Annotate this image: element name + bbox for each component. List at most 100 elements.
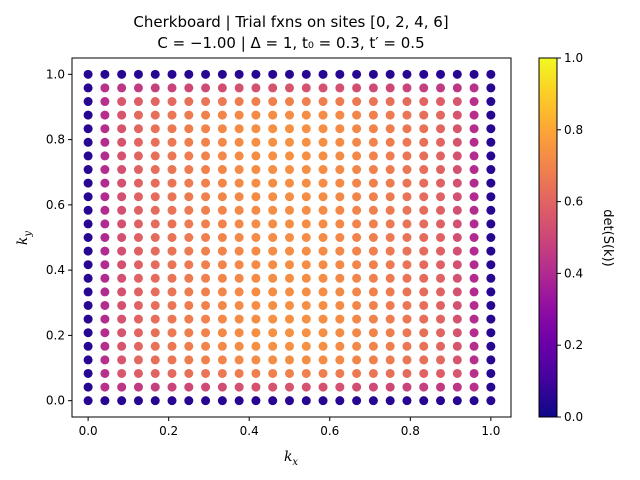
data-point (419, 368, 429, 378)
data-point (318, 260, 328, 270)
data-point (335, 83, 345, 93)
data-point (268, 219, 278, 229)
data-point (100, 382, 110, 392)
data-point (83, 124, 93, 134)
data-point (284, 368, 294, 378)
data-point (436, 205, 446, 215)
data-point (268, 97, 278, 107)
data-point (385, 300, 395, 310)
data-point (368, 287, 378, 297)
data-point (117, 300, 127, 310)
data-point (251, 165, 261, 175)
data-point (284, 314, 294, 324)
data-point (251, 219, 261, 229)
data-point (402, 246, 412, 256)
data-point (402, 341, 412, 351)
data-point (402, 69, 412, 79)
data-point (217, 192, 227, 202)
data-point (469, 97, 479, 107)
data-point (436, 97, 446, 107)
data-point (385, 260, 395, 270)
data-point (419, 273, 429, 283)
data-point (385, 328, 395, 338)
data-point (100, 246, 110, 256)
data-point (452, 205, 462, 215)
data-point (184, 287, 194, 297)
data-point (150, 110, 160, 120)
data-point (201, 219, 211, 229)
data-point (184, 97, 194, 107)
data-point (335, 273, 345, 283)
data-point (335, 368, 345, 378)
data-point (419, 260, 429, 270)
data-point (335, 192, 345, 202)
data-point (184, 328, 194, 338)
data-point (436, 328, 446, 338)
data-point (268, 355, 278, 365)
data-point (301, 137, 311, 147)
data-point (83, 110, 93, 120)
data-point (486, 151, 496, 161)
y-tick-label: 0.6 (46, 198, 65, 212)
data-point (352, 273, 362, 283)
data-point (100, 219, 110, 229)
data-point (352, 328, 362, 338)
data-point (217, 69, 227, 79)
data-point (251, 314, 261, 324)
data-point (184, 178, 194, 188)
data-point (268, 205, 278, 215)
data-point (352, 124, 362, 134)
data-point (284, 260, 294, 270)
data-point (452, 368, 462, 378)
data-point (184, 151, 194, 161)
x-tick-label: 1.0 (481, 424, 500, 438)
data-point (452, 300, 462, 310)
data-point (117, 137, 127, 147)
data-point (402, 97, 412, 107)
data-point (402, 219, 412, 229)
data-point (251, 97, 261, 107)
data-point (133, 124, 143, 134)
data-point (436, 233, 446, 242)
data-point (368, 192, 378, 202)
data-point (368, 341, 378, 351)
data-point (184, 137, 194, 147)
data-point (184, 246, 194, 256)
data-point (284, 341, 294, 351)
data-point (486, 83, 496, 93)
data-point (167, 382, 177, 392)
data-point (469, 69, 479, 79)
data-point (469, 368, 479, 378)
data-point (83, 205, 93, 215)
data-point (486, 314, 496, 324)
data-point (318, 382, 328, 392)
data-point (486, 219, 496, 229)
data-point (436, 396, 446, 406)
data-point (167, 178, 177, 188)
data-point (167, 368, 177, 378)
data-point (436, 192, 446, 202)
data-point (402, 287, 412, 297)
data-point (133, 396, 143, 406)
data-point (150, 69, 160, 79)
data-point (167, 165, 177, 175)
data-point (419, 287, 429, 297)
y-axis-label-sub: y (23, 231, 34, 238)
data-point (402, 314, 412, 324)
data-point (167, 300, 177, 310)
data-point (368, 178, 378, 188)
data-point (234, 246, 244, 256)
data-point (469, 110, 479, 120)
data-point (419, 233, 429, 242)
data-point (436, 273, 446, 283)
data-point (301, 355, 311, 365)
data-point (117, 260, 127, 270)
data-point (234, 151, 244, 161)
data-point (234, 341, 244, 351)
data-point (133, 137, 143, 147)
colorbar-label: det(S(k)) (600, 209, 615, 266)
data-point (150, 246, 160, 256)
data-point (184, 314, 194, 324)
data-point (301, 246, 311, 256)
data-point (402, 192, 412, 202)
